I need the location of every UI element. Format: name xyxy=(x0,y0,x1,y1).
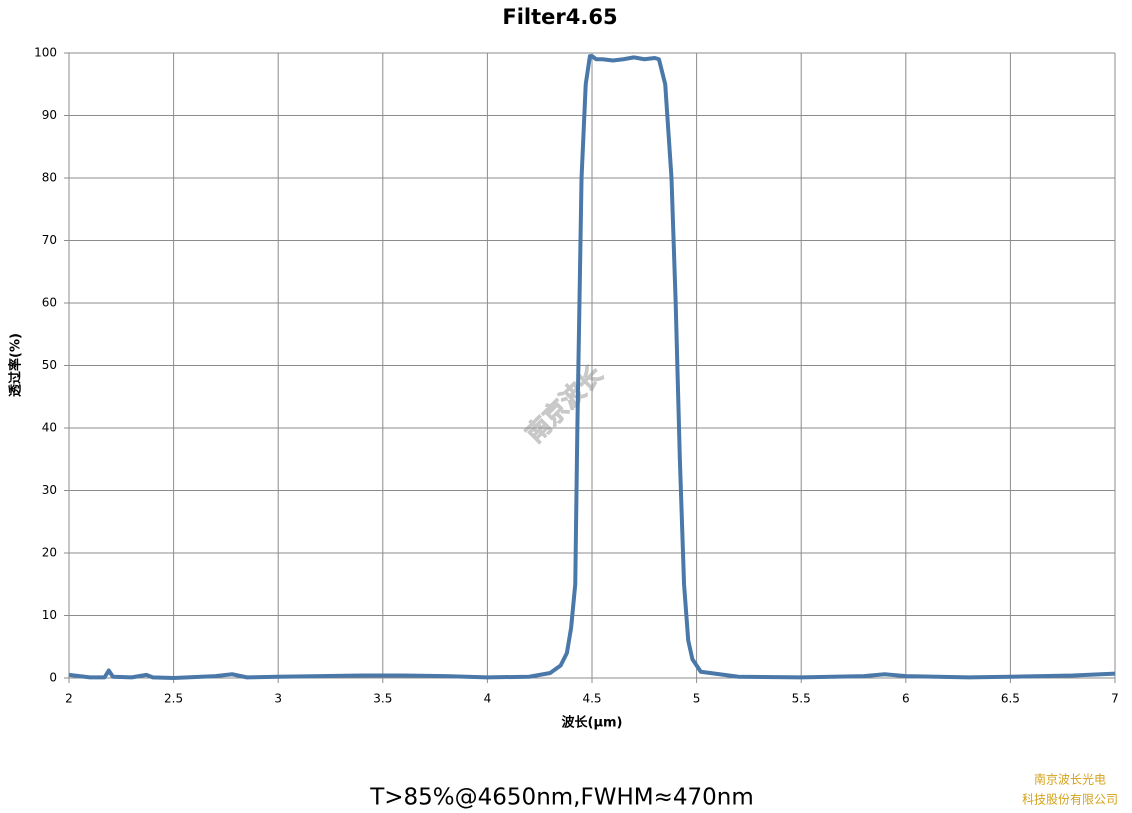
data-line xyxy=(68,54,1116,680)
x-tick-label: 7 xyxy=(1111,692,1119,706)
x-tick-label: 4.5 xyxy=(582,692,601,706)
x-tick-label: 5.5 xyxy=(792,692,811,706)
x-tick-label: 3 xyxy=(274,692,282,706)
x-axis-label: 波长(μm) xyxy=(562,715,623,731)
y-tick-label: 20 xyxy=(42,546,57,560)
y-tick-label: 60 xyxy=(42,296,57,310)
chart-title: Filter4.65 xyxy=(502,5,617,29)
y-tick-label: 0 xyxy=(49,671,57,685)
x-tick-label: 6.5 xyxy=(1001,692,1020,706)
company-name: 科技股份有限公司 xyxy=(1022,793,1118,807)
annotation: T>85%@4650nm,FWHM≈470nm xyxy=(369,785,754,811)
y-tick-label: 80 xyxy=(42,171,57,185)
y-tick-label: 70 xyxy=(42,233,57,247)
x-tick-label: 2.5 xyxy=(164,692,183,706)
x-tick-label: 2 xyxy=(65,692,73,706)
company-name: 南京波长光电 xyxy=(1034,772,1106,787)
y-tick-label: 90 xyxy=(42,108,57,122)
x-tick-label: 3.5 xyxy=(373,692,392,706)
y-tick-label: 10 xyxy=(42,608,57,622)
watermark: 南京波长 xyxy=(520,360,608,448)
x-tick-label: 4 xyxy=(484,692,492,706)
y-axis-label: 透过率(%) xyxy=(8,333,24,397)
y-tick-label: 50 xyxy=(42,358,57,372)
x-tick-label: 6 xyxy=(902,692,910,706)
y-tick-label: 40 xyxy=(42,421,57,435)
y-tick-label: 100 xyxy=(34,46,57,60)
x-tick-label: 5 xyxy=(693,692,701,706)
y-tick-label: 30 xyxy=(42,483,57,497)
